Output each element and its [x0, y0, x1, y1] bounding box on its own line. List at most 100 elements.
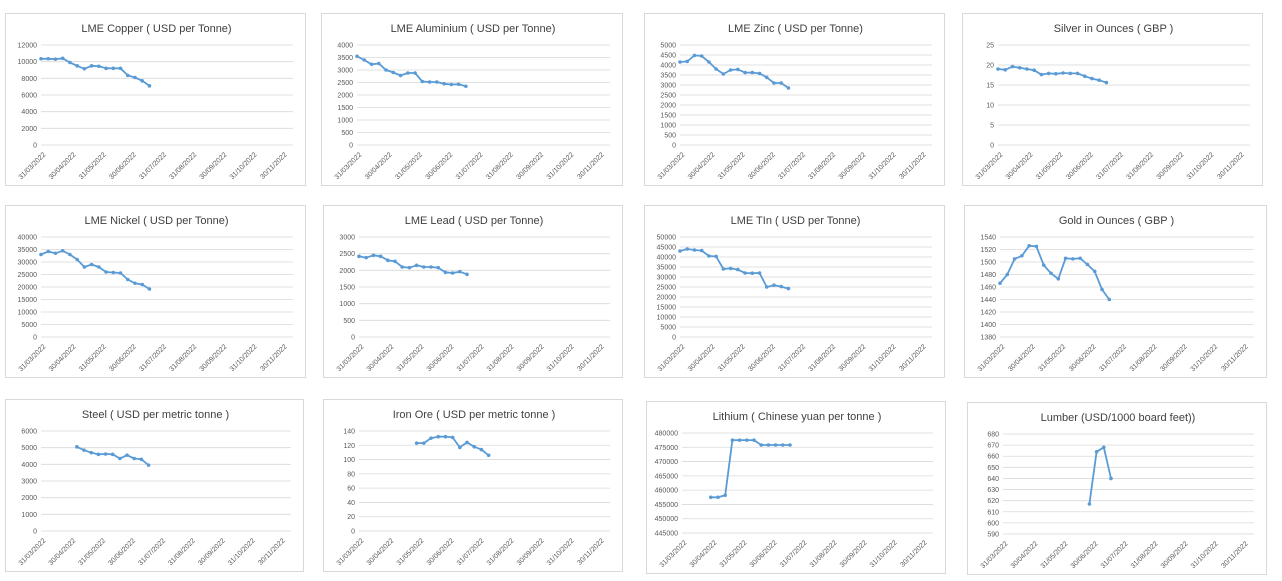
data-point — [764, 285, 769, 289]
x-tick-label: 30/09/2022 — [838, 343, 868, 373]
data-point — [413, 71, 417, 75]
data-point — [1094, 449, 1099, 454]
data-point — [458, 269, 462, 274]
data-point — [118, 271, 123, 275]
y-tick-label: 1540 — [980, 235, 996, 242]
x-tick-label: 31/08/2022 — [1125, 151, 1155, 181]
data-point — [1041, 263, 1046, 267]
x-tick-label: 31/03/2022 — [336, 343, 366, 373]
x-tick-label: 31/05/2022 — [78, 151, 108, 181]
y-tick-label: 10 — [986, 103, 994, 110]
data-point — [132, 456, 137, 461]
y-tick-label: 1420 — [980, 310, 996, 317]
data-point — [449, 82, 454, 87]
series-line — [997, 65, 1107, 84]
data-point — [1025, 67, 1029, 71]
data-point — [736, 67, 740, 72]
data-point — [699, 248, 704, 253]
chart-title: Lithium ( Chinese yuan per tonne ) — [713, 411, 882, 423]
series-line — [679, 54, 789, 89]
data-point — [1010, 64, 1015, 69]
series-line — [40, 249, 150, 290]
data-point — [133, 281, 137, 286]
x-tick-label: 31/10/2022 — [229, 151, 259, 181]
data-point — [736, 267, 740, 272]
y-tick-label: 1000 — [339, 301, 355, 308]
data-point — [125, 277, 130, 282]
y-tick-label: 5 — [990, 123, 994, 130]
series-line — [999, 244, 1111, 301]
data-point — [1082, 74, 1087, 78]
data-point — [728, 68, 733, 72]
data-point — [685, 247, 690, 251]
data-point — [443, 434, 448, 439]
data-point — [1039, 72, 1044, 77]
data-point — [1100, 287, 1104, 292]
data-point — [400, 265, 405, 269]
data-point — [472, 444, 477, 449]
y-tick-label: 25000 — [657, 285, 677, 292]
y-tick-label: 15000 — [657, 305, 677, 312]
chart-title: LME Lead ( USD per Tonne) — [405, 215, 544, 227]
x-tick-label: 30/09/2022 — [1160, 540, 1190, 570]
series-line — [41, 57, 150, 87]
data-point — [393, 259, 397, 264]
chart-svg: LME Lead ( USD per Tonne) 0 500 1000 1500 200… — [336, 215, 610, 373]
y-tick-label: 35000 — [657, 265, 677, 272]
x-tick-label: 30/11/2022 — [1216, 151, 1245, 180]
chart-panel: Gold in Ounces ( GBP ) 1380 1400 1420 1440 14… — [964, 205, 1267, 378]
x-tick-label: 31/10/2022 — [868, 151, 898, 181]
y-tick-label: 0 — [33, 529, 37, 536]
x-tick-label: 30/04/2022 — [1010, 540, 1040, 570]
x-tick-label: 30/04/2022 — [366, 537, 396, 567]
x-tick-label: 31/07/2022 — [777, 151, 807, 181]
x-tick-label: 30/11/2022 — [259, 151, 288, 180]
data-point — [1027, 243, 1031, 248]
y-tick-label: 4000 — [660, 63, 676, 70]
data-point — [427, 80, 432, 84]
y-tick-label: 470000 — [655, 459, 678, 466]
data-point — [414, 263, 419, 268]
x-tick-label: 31/03/2022 — [657, 343, 687, 373]
data-point — [103, 452, 108, 456]
data-point — [1061, 71, 1065, 75]
x-tick-label: 31/07/2022 — [1095, 151, 1125, 181]
x-tick-label: 31/08/2022 — [807, 151, 837, 181]
x-tick-label: 30/06/2022 — [107, 537, 137, 567]
chart-svg: LME Aluminium ( USD per Tonne) 0 500 1000 15… — [334, 23, 610, 181]
x-tick-label: 31/07/2022 — [138, 151, 168, 181]
chart-svg: Lumber (USD/1000 board feet)) 590 600 610 62… — [980, 412, 1254, 570]
chart-svg: LME TIn ( USD per Tonne) 0 5000 10000 15000 2… — [657, 215, 932, 373]
data-point — [692, 53, 697, 58]
data-point — [721, 267, 726, 271]
y-tick-label: 5000 — [660, 43, 676, 50]
y-tick-label: 2000 — [21, 126, 37, 133]
data-point — [97, 265, 101, 269]
data-point — [1063, 256, 1068, 261]
y-tick-label: 1500 — [980, 260, 996, 267]
y-tick-label: 4000 — [337, 43, 353, 50]
data-point — [75, 257, 79, 262]
data-point — [46, 249, 51, 254]
y-tick-label: 630 — [987, 487, 999, 494]
y-tick-label: 1520 — [980, 247, 996, 254]
data-point — [692, 248, 697, 252]
data-point — [996, 67, 1000, 71]
data-point — [479, 447, 484, 452]
y-tick-label: 0 — [33, 335, 37, 342]
data-point — [786, 86, 791, 90]
data-point — [678, 60, 682, 64]
data-point — [386, 258, 390, 263]
data-point — [1097, 78, 1102, 82]
x-tick-label: 31/05/2022 — [717, 151, 747, 181]
y-tick-label: 2000 — [21, 495, 37, 502]
x-tick-label: 31/05/2022 — [1038, 343, 1068, 373]
chart-svg: Iron Ore ( USD per metric tonne ) 0 20 40 60… — [336, 409, 610, 567]
x-tick-label: 31/08/2022 — [486, 537, 516, 567]
x-tick-label: 30/04/2022 — [687, 343, 717, 373]
y-tick-label: 640 — [987, 476, 999, 483]
x-tick-label: 31/10/2022 — [869, 539, 899, 569]
data-point — [757, 271, 762, 275]
x-tick-label: 31/08/2022 — [807, 343, 837, 373]
y-tick-label: 5000 — [21, 445, 37, 452]
